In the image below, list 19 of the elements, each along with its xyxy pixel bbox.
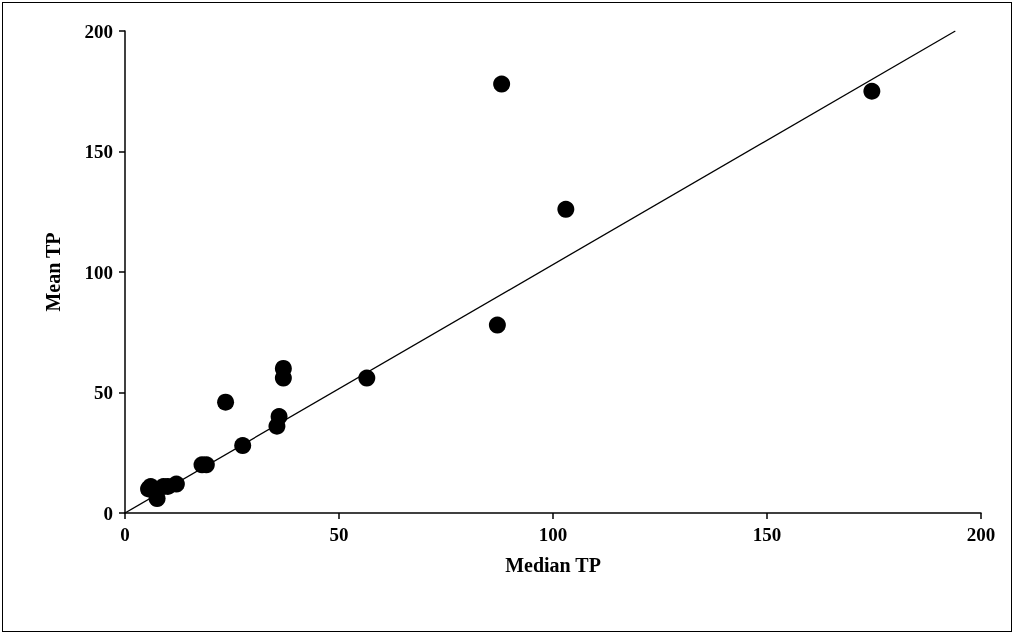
y-tick-label: 150 bbox=[84, 141, 113, 162]
point bbox=[148, 490, 166, 508]
x-tick-label: 150 bbox=[752, 524, 782, 545]
y-tick-label: 100 bbox=[84, 261, 113, 283]
x-tick-label: 0 bbox=[120, 524, 130, 545]
x-tick-label: 50 bbox=[329, 524, 349, 545]
point bbox=[863, 82, 881, 100]
x-tick-label: 200 bbox=[966, 524, 996, 545]
y-tick-label: 50 bbox=[94, 382, 113, 403]
x-axis-title: Median TP bbox=[505, 554, 601, 576]
point bbox=[234, 437, 252, 455]
y-tick-label: 0 bbox=[103, 502, 113, 524]
point bbox=[217, 393, 235, 411]
point bbox=[493, 75, 511, 93]
y-axis-title: Mean TP bbox=[42, 232, 64, 312]
point bbox=[488, 316, 506, 334]
x-tick-label: 100 bbox=[538, 524, 568, 545]
y-tick-label: 200 bbox=[84, 20, 113, 42]
point bbox=[557, 200, 575, 218]
